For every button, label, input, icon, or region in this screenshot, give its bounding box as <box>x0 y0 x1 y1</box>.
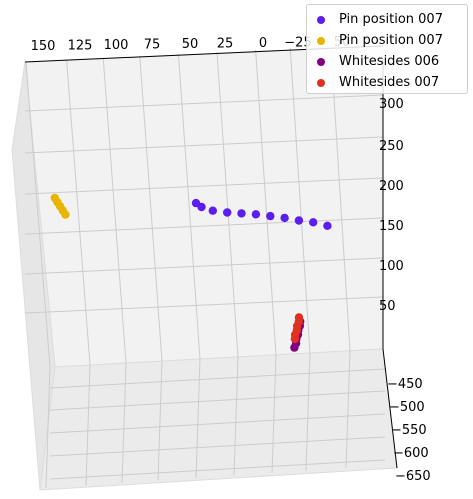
grid-vertical-1 <box>66 59 91 366</box>
legend-item-3: Whitesides 006 <box>317 54 439 72</box>
axis-c-tick-3: −600 <box>393 446 429 461</box>
grid-depth-0 <box>49 368 386 389</box>
legend-marker-1 <box>317 15 325 24</box>
legend-label-3: Whitesides 006 <box>339 54 440 69</box>
axis-b-tick-2: 200 <box>379 179 404 194</box>
grid-horizontal-0 <box>24 94 384 112</box>
axis-line-depth <box>382 348 398 469</box>
point-s0-4 <box>266 211 275 221</box>
axis-b-tick-4: 100 <box>379 259 404 274</box>
grid-horizontal-2 <box>24 177 384 195</box>
axis-a-tick-1: 125 <box>68 39 93 54</box>
axis-a-tick-3: 75 <box>144 38 161 53</box>
grid-vertical-3 <box>139 55 163 362</box>
axis-b-tick-0: 300 <box>379 97 404 112</box>
grid-floor-0 <box>45 366 51 489</box>
axis-a-tick-6: 0 <box>259 36 267 51</box>
point-s0-5 <box>251 210 261 219</box>
point-s0-8 <box>208 206 217 215</box>
grid-vertical-0 <box>25 61 51 368</box>
grid-depth-3 <box>49 436 386 457</box>
grid-horizontal-3 <box>24 217 384 235</box>
point-s0-6 <box>237 209 246 218</box>
point-s0-3 <box>280 213 289 223</box>
legend-item-1: Pin position 007 <box>317 12 443 30</box>
point-s2-6 <box>290 343 299 352</box>
grid-vertical-2 <box>102 57 127 364</box>
axis-c-tick-2: −550 <box>391 423 427 438</box>
axis-a-tick-2: 100 <box>104 38 129 53</box>
grid-depth-4 <box>49 459 386 480</box>
legend-label-1: Pin position 007 <box>339 12 443 27</box>
axis-b-tick-1: 250 <box>379 139 404 154</box>
point-s0-0 <box>323 221 332 230</box>
legend-marker-2 <box>317 36 325 45</box>
grid-floor-1 <box>85 364 91 486</box>
grid-floor-4 <box>195 358 201 479</box>
point-s3-5 <box>290 334 300 344</box>
point-s0-2 <box>294 216 304 225</box>
grid-floor-6 <box>271 354 277 474</box>
axis-c-tick-4: −650 <box>395 469 431 484</box>
grid-floor-7 <box>305 352 311 471</box>
grid-lines <box>24 45 398 489</box>
tick-labels: 1501251007550250−255030025020015010050−4… <box>31 35 431 484</box>
grid-horizontal-5 <box>24 296 384 314</box>
axis-c-tick-0: −450 <box>387 377 423 392</box>
legend-label-4: Whitesides 007 <box>339 75 440 90</box>
axis-a-tick-7: −25 <box>284 36 311 51</box>
side-pane <box>11 61 56 491</box>
grid-depth-1 <box>49 390 386 411</box>
grid-vertical-4 <box>177 53 201 360</box>
grid-horizontal-1 <box>24 136 384 154</box>
legend-marker-3 <box>317 57 325 66</box>
legend-item-2: Pin position 007 <box>317 33 443 51</box>
legend-label-2: Pin position 007 <box>339 33 443 48</box>
point-s1-4 <box>61 210 70 219</box>
axis-b-tick-5: 50 <box>379 299 396 314</box>
grid-depth-2 <box>49 413 386 434</box>
axis-b-tick-3: 150 <box>379 219 404 234</box>
axis-a-tick-5: 25 <box>217 37 234 52</box>
axis-panes <box>11 45 398 491</box>
grid-vertical-5 <box>216 51 239 358</box>
legend: Pin position 007 Pin position 007 Whites… <box>306 4 468 94</box>
axis-a-tick-4: 50 <box>182 37 199 52</box>
grid-horizontal-4 <box>24 257 384 275</box>
grid-floor-8 <box>345 350 351 469</box>
floor-pane <box>39 348 398 491</box>
axis-a-tick-0: 150 <box>31 39 56 54</box>
grid-floor-3 <box>157 360 163 481</box>
point-s0-7 <box>223 208 232 217</box>
grid-floor-2 <box>121 362 127 484</box>
data-points <box>50 193 332 352</box>
axis-c-tick-1: −500 <box>389 400 425 415</box>
point-s0-10 <box>191 198 201 208</box>
grid-floor-5 <box>233 356 239 476</box>
legend-item-4: Whitesides 007 <box>317 75 439 93</box>
point-s0-1 <box>309 218 318 227</box>
legend-marker-4 <box>317 78 325 87</box>
